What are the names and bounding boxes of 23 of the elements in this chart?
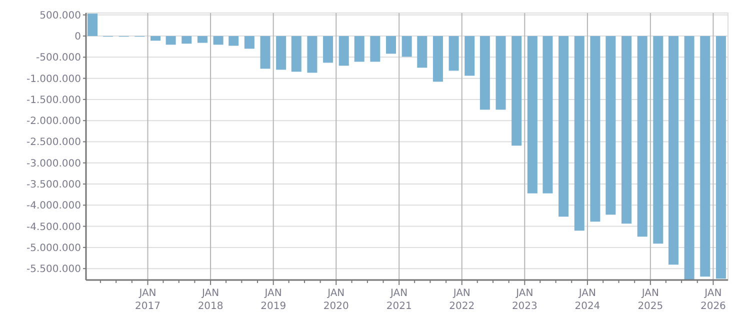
y-tick-label: -2.000.000 <box>26 116 81 128</box>
y-tick-label: -1.500.000 <box>26 94 81 106</box>
y-tick-label: -5.000.000 <box>26 242 81 254</box>
x-tick-label: JAN 2022 <box>449 288 475 312</box>
x-tick-label: JAN 2019 <box>260 288 286 312</box>
y-tick-label: -3.000.000 <box>26 158 81 170</box>
x-tick-label: JAN 2026 <box>700 288 726 312</box>
y-tick-label: -2.500.000 <box>26 137 81 148</box>
y-tick-label: -5.500.000 <box>26 264 81 276</box>
y-tick-label: -4.500.000 <box>26 222 81 233</box>
x-tick-label: JAN 2021 <box>386 288 412 312</box>
x-tick-label: JAN 2017 <box>135 288 160 312</box>
x-tick-label: JAN 2025 <box>638 288 664 312</box>
y-tick-label: 0 <box>74 32 81 43</box>
y-tick-label: 500.000 <box>40 10 81 22</box>
y-tick-label: -3.500.000 <box>26 180 81 191</box>
x-tick-label: JAN 2024 <box>574 288 600 312</box>
x-tick-label: JAN 2020 <box>323 288 349 312</box>
x-tick-label: JAN 2023 <box>512 288 538 312</box>
y-tick-label: -4.000.000 <box>26 200 81 212</box>
y-tick-label: -1.000.000 <box>26 74 81 85</box>
x-tick-label: JAN 2018 <box>198 288 224 312</box>
y-tick-label: -500.000 <box>36 52 81 64</box>
